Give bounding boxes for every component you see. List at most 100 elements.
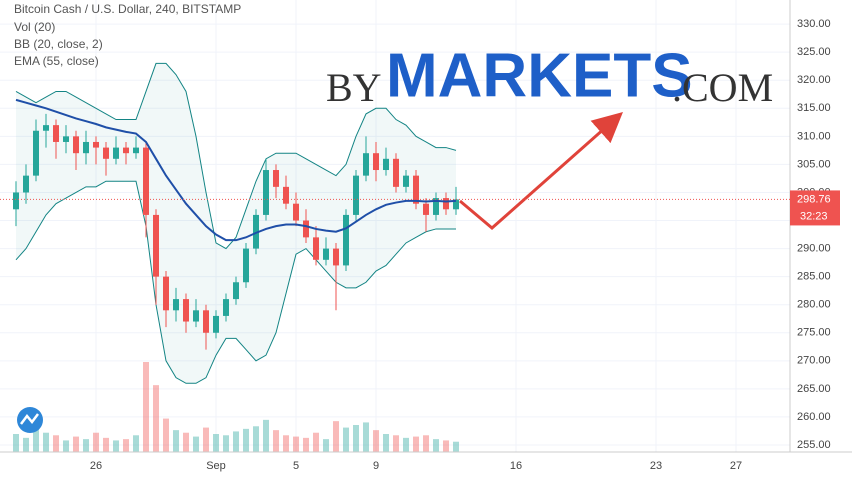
y-tick-label: 315.00 (797, 102, 831, 114)
volume-bar (213, 434, 219, 452)
candle-body (243, 248, 249, 283)
bb-lower (15, 180, 456, 384)
candle-body (223, 299, 229, 316)
volume-bar (73, 436, 79, 452)
legend: Bitcoin Cash / U.S. Dollar, 240, BITSTAM… (14, 2, 241, 68)
candle-body (93, 141, 99, 148)
volume-bar (443, 440, 449, 452)
volume-bar (383, 434, 389, 452)
candle-body (413, 175, 419, 204)
candle-body (263, 170, 269, 215)
volume-bar (243, 428, 249, 452)
volume-bar (133, 435, 139, 452)
candle-body (313, 237, 319, 260)
logo (17, 407, 43, 433)
volume-bar (123, 439, 129, 452)
candle-body (453, 199, 459, 210)
volume-bar (53, 435, 59, 452)
x-tick-label: 5 (293, 460, 299, 472)
last-price-box (790, 190, 840, 226)
y-tick-label: 255.00 (797, 439, 831, 451)
candle-body (293, 203, 299, 221)
candle-body (53, 125, 59, 142)
volume-bar (453, 441, 459, 452)
volume-bar (223, 435, 229, 452)
candle-body (433, 198, 439, 215)
volume-bar (323, 439, 329, 452)
candle-body (323, 248, 329, 260)
volume-bar (353, 425, 359, 452)
volume-bar (263, 419, 269, 452)
y-tick-label: 305.00 (797, 158, 831, 170)
volume-bar (203, 427, 209, 452)
candle-body (393, 158, 399, 187)
x-tick-label: 27 (730, 460, 742, 472)
volume-bar (403, 437, 409, 452)
candle-body (123, 147, 129, 154)
candle-body (423, 203, 429, 215)
candle-body (13, 192, 19, 210)
candle-body (133, 147, 139, 154)
x-tick-label: 16 (510, 460, 522, 472)
volume-bar (173, 430, 179, 452)
y-tick-label: 290.00 (797, 242, 831, 254)
candle-body (363, 153, 369, 176)
legend-volume: Vol (20) (14, 20, 55, 34)
volume-bar (393, 435, 399, 452)
volume-bar (193, 436, 199, 452)
y-tick-label: 330.00 (797, 18, 831, 30)
volume-bar (93, 432, 99, 452)
y-tick-label: 265.00 (797, 383, 831, 395)
volume-bar (63, 440, 69, 452)
volume-bar (143, 362, 149, 452)
y-tick-label: 310.00 (797, 130, 831, 142)
watermark: BY MARKETS .COM (326, 41, 773, 110)
candle-body (233, 282, 239, 300)
candle-body (273, 170, 279, 187)
candle-body (373, 153, 379, 171)
legend-bb: BB (20, close, 2) (14, 37, 103, 51)
volume-bar (43, 432, 49, 452)
candle-body (43, 125, 49, 131)
volume-bar (433, 439, 439, 452)
watermark-by: BY (326, 65, 382, 110)
candle-body (73, 136, 79, 154)
candle-body (113, 147, 119, 159)
candle-body (443, 198, 449, 210)
candle-body (63, 136, 69, 142)
legend-ema: EMA (55, close) (14, 54, 99, 68)
watermark-com: .COM (672, 65, 773, 110)
y-tick-label: 280.00 (797, 299, 831, 311)
volume-bar (283, 435, 289, 452)
y-tick-label: 275.00 (797, 327, 831, 339)
last-price-label: 298.76 (797, 193, 831, 205)
volume-bar (103, 437, 109, 452)
volume-bar (333, 421, 339, 452)
volume-bar (23, 437, 29, 452)
candle-body (303, 220, 309, 238)
volume-bar (423, 435, 429, 452)
candle-body (173, 299, 179, 311)
candle-body (353, 175, 359, 215)
y-tick-label: 320.00 (797, 74, 831, 86)
candle-body (153, 214, 159, 277)
candle-body (193, 310, 199, 322)
legend-title: Bitcoin Cash / U.S. Dollar, 240, BITSTAM… (14, 2, 241, 16)
volume-bar (183, 432, 189, 452)
y-tick-label: 325.00 (797, 46, 831, 58)
candle-body (23, 175, 29, 193)
volume-bar (33, 423, 39, 452)
candle-body (83, 141, 89, 154)
volume-bar (343, 427, 349, 452)
volume-bar (253, 426, 259, 452)
volume-bar (413, 436, 419, 452)
volume-bar (153, 385, 159, 452)
volume-bar (163, 418, 169, 452)
candle-body (343, 214, 349, 266)
x-tick-label: Sep (206, 460, 226, 472)
volume-bar (313, 432, 319, 452)
candle-body (183, 299, 189, 322)
volume-bar (363, 422, 369, 452)
watermark-markets: MARKETS (386, 41, 693, 110)
y-tick-label: 285.00 (797, 271, 831, 283)
